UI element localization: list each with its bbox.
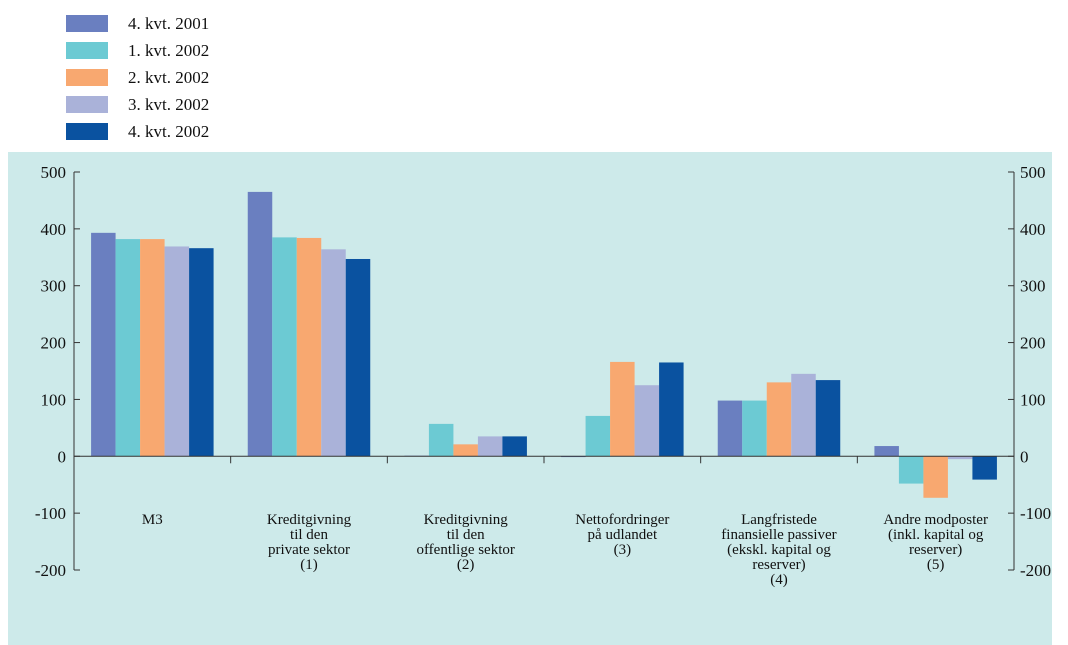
bar [164,246,190,457]
x-category-label: Kreditgivning til den private sektor (1) [267,512,352,573]
bar [898,456,924,484]
legend-item: 3. kvt. 2002 [66,91,209,118]
y-tick-label-left: 400 [41,220,67,239]
legend-item: 1. kvt. 2002 [66,37,209,64]
x-category-label-line: (1) [300,557,318,573]
legend-label: 4. kvt. 2002 [128,121,210,141]
legend-label: 4. kvt. 2001 [128,13,210,33]
bar [610,361,635,457]
bar [272,237,297,457]
x-category-label-line: Kreditgivning [424,512,509,528]
bar [923,456,948,498]
x-category-label: Nettofordringer på udlandet (3) [575,512,669,558]
bar [345,258,371,457]
x-category-label-line: private sektor [268,542,350,558]
y-tick-label-right: 500 [1020,163,1046,182]
bar [91,232,116,457]
y-tick-label-right: 300 [1020,277,1046,296]
bar [453,444,478,457]
x-category-label: Langfristede finansielle passiver (ekskl. … [721,512,836,588]
x-category-label-line: offentlige sektor [416,542,514,558]
y-tick-label-right: 100 [1020,390,1046,409]
legend-label: 3. kvt. 2002 [128,94,210,114]
y-tick-label-right: 400 [1020,220,1046,239]
bar [742,400,767,457]
x-category-label-line: (ekskl. kapital og [727,542,831,558]
bar-chart: -200 -200 -100 -100 0 0 100 100 200 200 300 300 400 4… [8,152,1052,645]
legend-swatch [66,123,108,140]
bar [140,239,165,457]
bar [115,239,141,457]
x-category-label-line: M3 [142,512,163,528]
bar [766,382,792,457]
x-category-label-line: finansielle passiver [721,527,836,543]
x-category-label-line: (5) [927,557,945,573]
y-tick-label-left: 100 [41,390,67,409]
bar [296,237,322,457]
y-tick-label-right: -100 [1020,504,1051,523]
bar [791,373,816,457]
bar [874,446,899,457]
bar [815,380,841,457]
x-category-label-line: til den [290,527,328,543]
bar [247,191,273,457]
y-tick-label-right: 200 [1020,334,1046,353]
x-category-label-line: (inkl. kapital og [888,527,984,543]
bar [428,423,454,457]
x-category-label-line: (2) [457,557,475,573]
legend-item: 4. kvt. 2002 [66,118,209,145]
bar [947,456,973,460]
bar [477,436,503,457]
legend-label: 2. kvt. 2002 [128,67,210,87]
bar [502,436,527,457]
x-category-label-line: til den [447,527,485,543]
x-category-label-line: på udlandet [588,527,658,543]
legend-swatch [66,96,108,113]
x-category-label-line: (4) [770,572,788,588]
x-category-label: Kreditgivning til den offentlige sektor (2) [416,512,514,573]
chart-panel: -200 -200 -100 -100 0 0 100 100 200 200 300 300 400 4… [8,152,1052,645]
x-category-label: M3 [142,512,163,528]
x-category-label-line: reserver) [752,557,805,573]
y-tick-label-left: 300 [41,277,67,296]
y-tick-label-left: 0 [58,447,67,466]
x-category-label-line: reserver) [909,542,962,558]
x-category-label-line: Andre modposter [883,512,988,528]
y-tick-label-left: -200 [35,561,66,580]
y-tick-label-left: 500 [41,163,67,182]
bar [585,415,611,457]
bar [189,248,214,457]
x-category-label: Andre modposter (inkl. kapital og reserver… [883,512,988,573]
bar [717,400,743,457]
x-category-label-line: Nettofordringer [575,512,669,528]
bar [321,249,346,457]
y-tick-label-right: -200 [1020,561,1051,580]
legend-swatch [66,15,108,32]
legend-item: 2. kvt. 2002 [66,64,209,91]
legend-swatch [66,69,108,86]
bar [972,456,997,480]
legend: 4. kvt. 2001 1. kvt. 2002 2. kvt. 2002 3. k… [66,10,209,145]
x-category-label-line: Kreditgivning [267,512,352,528]
bar [634,385,660,457]
y-tick-label-left: -100 [35,504,66,523]
legend-item: 4. kvt. 2001 [66,10,209,37]
y-tick-label-right: 0 [1020,447,1029,466]
x-category-label-line: (3) [614,542,632,558]
legend-swatch [66,42,108,59]
legend-label: 1. kvt. 2002 [128,40,210,60]
x-category-label-line: Langfristede [741,512,817,528]
y-tick-label-left: 200 [41,334,67,353]
bar [659,362,684,457]
